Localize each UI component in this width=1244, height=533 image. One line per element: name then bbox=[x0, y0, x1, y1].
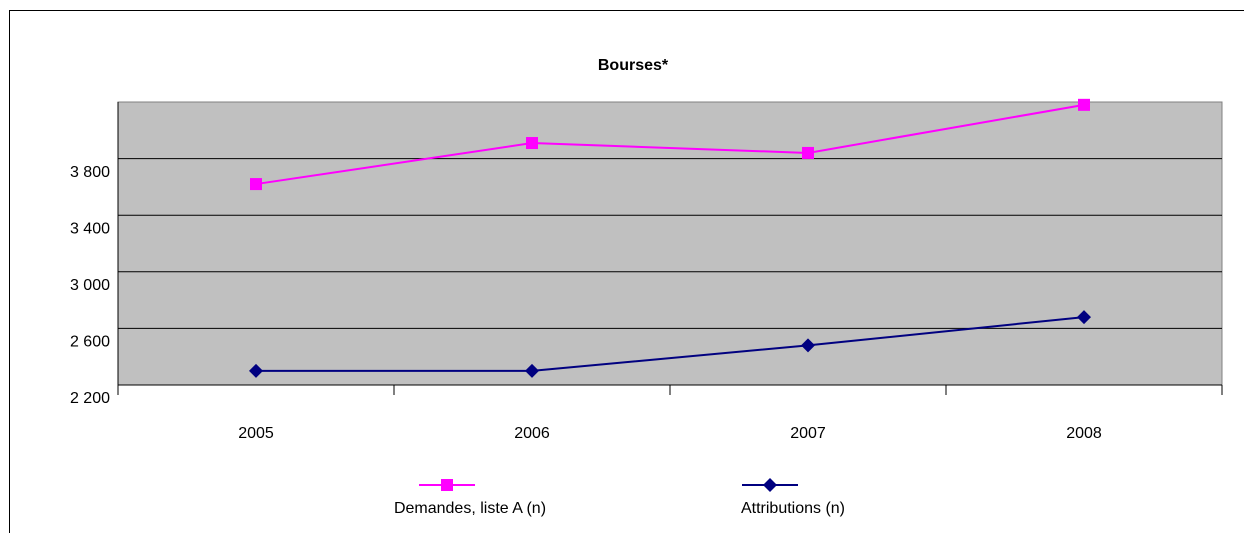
chart-frame bbox=[9, 10, 1244, 533]
marker bbox=[801, 338, 815, 353]
y-tick-label: 3 000 bbox=[70, 277, 110, 294]
marker bbox=[249, 363, 263, 378]
plot-area bbox=[117, 101, 1223, 386]
marker bbox=[1077, 310, 1091, 325]
marker bbox=[802, 146, 814, 159]
marker bbox=[526, 137, 538, 150]
x-tick-label: 2007 bbox=[790, 425, 826, 442]
series-line bbox=[256, 316, 1085, 372]
y-tick-label: 3 800 bbox=[70, 164, 110, 181]
series-line bbox=[255, 103, 1085, 186]
chart-title: Bourses* bbox=[598, 57, 669, 74]
marker bbox=[1078, 98, 1090, 111]
marker bbox=[250, 178, 262, 191]
y-tick-label: 2 200 bbox=[70, 390, 110, 407]
marker bbox=[441, 479, 453, 491]
y-tick-label: 3 400 bbox=[70, 220, 110, 237]
x-tick-label: 2005 bbox=[238, 425, 274, 442]
marker bbox=[525, 363, 539, 378]
y-tick-label: 2 600 bbox=[70, 334, 110, 351]
legend-label: Demandes, liste A (n) bbox=[394, 500, 546, 517]
legend-label: Attributions (n) bbox=[741, 500, 845, 517]
marker bbox=[763, 478, 777, 492]
x-tick-label: 2008 bbox=[1066, 425, 1102, 442]
x-tick-label: 2006 bbox=[514, 425, 550, 442]
